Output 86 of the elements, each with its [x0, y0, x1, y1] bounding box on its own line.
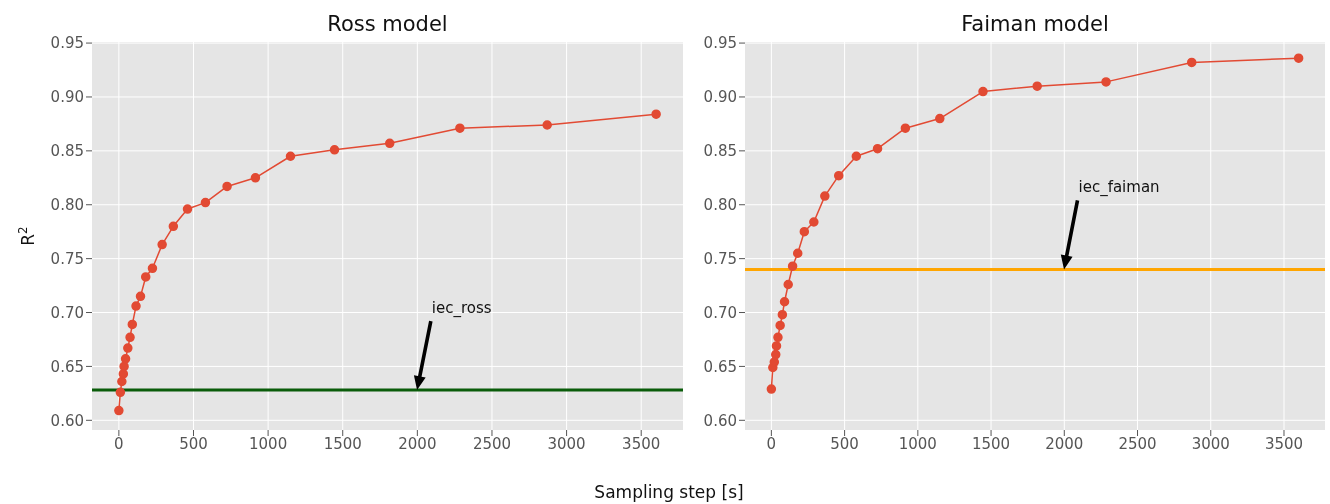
x-tick-label: 1000 — [249, 434, 288, 453]
point — [147, 263, 158, 274]
x-tick-label: 1000 — [898, 434, 937, 453]
x-tick-label: 1500 — [971, 434, 1011, 453]
point — [182, 204, 193, 214]
x-tick-label: 2500 — [1118, 434, 1157, 453]
x-tick-label: 1500 — [323, 434, 362, 453]
y-tick-label: 0.75 — [50, 249, 84, 268]
y-tick-label: 0.70 — [50, 303, 84, 322]
point — [455, 123, 465, 133]
x-tick-label: 3500 — [622, 434, 661, 453]
point — [771, 349, 781, 360]
y-tick-label: 0.80 — [50, 196, 84, 215]
point — [935, 113, 945, 124]
point — [809, 217, 819, 227]
point — [769, 357, 780, 367]
x-axis-title: Sampling step [s] — [593, 482, 745, 502]
point — [872, 143, 883, 154]
point — [123, 343, 133, 353]
point — [820, 191, 830, 201]
y-tick-label: 0.90 — [703, 88, 737, 107]
point — [125, 332, 135, 343]
point — [127, 319, 138, 330]
annotation: iec_faiman — [1078, 178, 1160, 198]
point — [114, 405, 124, 416]
point — [542, 120, 552, 130]
point — [222, 181, 232, 192]
point — [787, 261, 798, 271]
point — [157, 239, 167, 250]
point — [651, 109, 661, 119]
point — [833, 170, 844, 181]
annotation: iec_ross — [431, 299, 492, 319]
point — [777, 309, 788, 320]
point — [140, 272, 151, 282]
point — [771, 341, 782, 351]
y-tick-label: 0.65 — [50, 357, 84, 376]
y-tick-label: 0.70 — [703, 303, 737, 322]
y-tick-label: 0.95 — [50, 34, 84, 53]
y-tick-label: 0.60 — [50, 411, 84, 430]
point — [799, 226, 810, 237]
y-tick-label: 0.90 — [50, 88, 84, 107]
x-tick-label: 2500 — [472, 434, 512, 453]
point — [115, 387, 126, 398]
y-tick-label: 0.65 — [703, 357, 737, 376]
point — [792, 248, 803, 258]
point — [1186, 57, 1197, 68]
point — [200, 197, 211, 208]
point — [773, 332, 783, 343]
point — [285, 151, 296, 161]
x-tick-label: 3000 — [1191, 434, 1230, 453]
x-tick-label: 2000 — [398, 434, 437, 453]
point — [329, 145, 340, 155]
x-tick-label: 500 — [179, 434, 208, 453]
point — [120, 354, 131, 364]
x-tick-label: 0 — [114, 434, 124, 453]
point — [851, 151, 862, 161]
x-tick-label: 2000 — [1045, 434, 1084, 453]
y-tick-label: 0.85 — [703, 142, 737, 161]
y-tick-label: 0.80 — [703, 196, 737, 215]
point — [117, 376, 127, 387]
point — [783, 279, 793, 290]
y-tick-label: 0.75 — [703, 249, 737, 268]
point — [168, 221, 179, 232]
point — [1032, 81, 1042, 91]
point — [775, 320, 785, 331]
y-tick-label: 0.85 — [50, 142, 84, 161]
x-tick-label: 0 — [766, 434, 777, 453]
point — [978, 86, 988, 97]
y-tick-label: 0.95 — [703, 34, 737, 53]
point — [384, 138, 395, 149]
x-tick-label: 3500 — [1264, 434, 1304, 453]
x-tick-label: 500 — [830, 434, 859, 453]
point — [900, 123, 911, 133]
y-tick-label: 0.60 — [703, 411, 737, 430]
point — [779, 296, 790, 307]
point — [131, 301, 141, 311]
point — [1101, 77, 1111, 87]
point — [135, 291, 146, 302]
point — [250, 173, 261, 183]
chart-title: Ross model — [326, 12, 449, 36]
point — [766, 384, 777, 394]
point — [118, 369, 129, 379]
point — [119, 361, 129, 372]
x-tick-label: 3000 — [547, 434, 586, 453]
point — [1293, 53, 1304, 63]
chart-title: Faiman model — [960, 12, 1110, 36]
